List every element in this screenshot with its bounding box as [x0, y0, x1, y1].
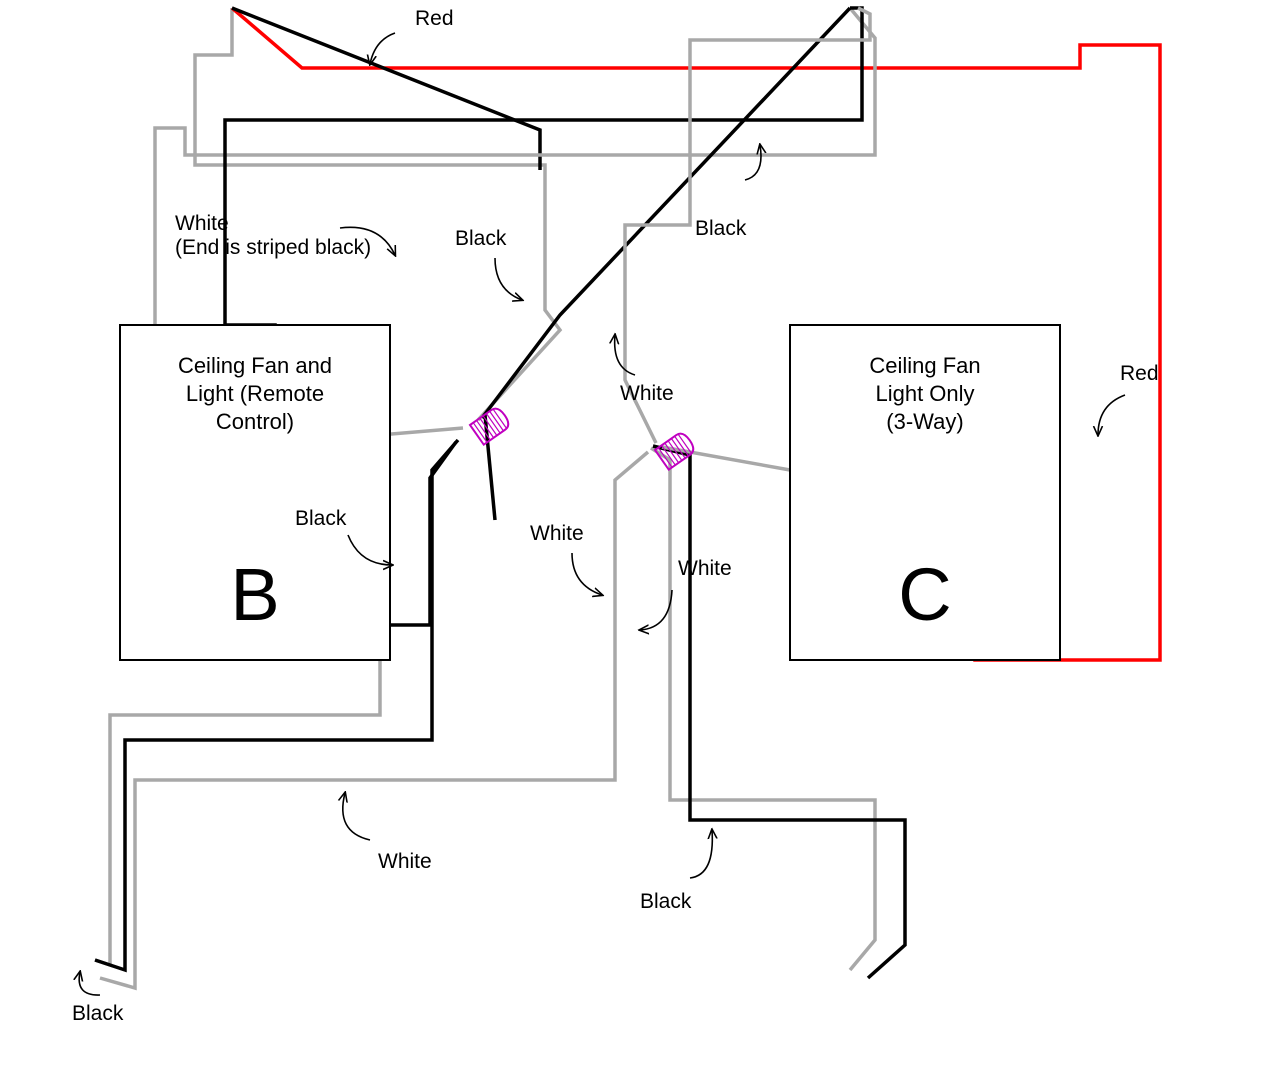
- wire-nut-0: [470, 405, 512, 444]
- label-arrow-3: [1098, 395, 1125, 435]
- box-B-title-line-0: Ceiling Fan and: [178, 353, 332, 378]
- label-0: Red: [370, 7, 454, 64]
- label-arrow-10: [79, 972, 100, 995]
- label-arrow-6: [572, 553, 602, 595]
- label-text-8: White: [378, 850, 432, 873]
- label-arrow-9: [690, 830, 712, 878]
- label-0: White(End is striped black): [175, 212, 395, 259]
- label-text-1: Black: [455, 227, 507, 250]
- label-6: White: [530, 522, 602, 595]
- box-C: Ceiling Fan Light Only (3-Way) C: [790, 325, 1060, 660]
- label-text-0-1: (End is striped black): [175, 236, 371, 259]
- label-text-5: Black: [295, 507, 347, 530]
- box-B-letter: B: [230, 553, 279, 636]
- wire-black_wire-2: [232, 8, 540, 170]
- label-text-7: White: [678, 557, 732, 580]
- box-C-title-line-2: (3-Way): [886, 409, 963, 434]
- box-C-title-line-0: Ceiling Fan: [869, 353, 980, 378]
- label-3: Red: [1098, 362, 1159, 435]
- label-7: White: [640, 557, 732, 630]
- box-C-letter: C: [898, 553, 951, 636]
- label-text-6: White: [530, 522, 584, 545]
- box-C-title-line-1: Light Only: [875, 381, 974, 406]
- label-text-0: Red: [415, 7, 454, 30]
- label-text-9: Black: [640, 890, 692, 913]
- label-arrow-7: [640, 590, 672, 630]
- label-arrow-8: [343, 793, 370, 840]
- label-arrow-0: [370, 33, 395, 64]
- label-arrow-1: [495, 258, 522, 300]
- label-text-4: White: [620, 382, 674, 405]
- label-text-0-0: White: [175, 212, 229, 235]
- label-10: Black: [72, 972, 124, 1025]
- label-1: Black: [455, 227, 522, 300]
- label-9: Black: [640, 830, 712, 913]
- wiring-diagram: Ceiling Fan andLight (RemoteControl)BCei…: [0, 0, 1280, 1080]
- boxes-layer: Ceiling Fan andLight (RemoteControl)BCei…: [120, 325, 1060, 660]
- box-B-title-line-1: Light (Remote: [186, 381, 324, 406]
- label-text-10: Black: [72, 1002, 124, 1025]
- label-text-3: Red: [1120, 362, 1159, 385]
- label-8: White: [343, 793, 432, 873]
- label-text-2: Black: [695, 217, 747, 240]
- label-arrow-2: [745, 145, 761, 180]
- box-B: Ceiling Fan and Light (Remote Control) B: [120, 325, 390, 660]
- box-B-title-line-2: Control): [216, 409, 294, 434]
- wire-nuts-layer: [470, 405, 697, 469]
